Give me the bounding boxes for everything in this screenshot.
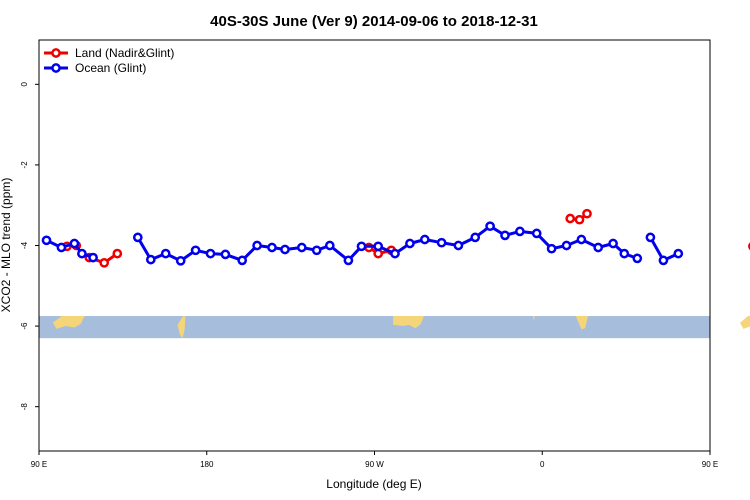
data-point	[252, 240, 262, 251]
legend-marker	[51, 48, 61, 58]
x-axis: 90 E 180 90 W 0 90 E	[31, 451, 718, 469]
data-point	[190, 245, 201, 256]
chart-title: 40S-30S June (Ver 9) 2014-09-06 to 2018-…	[210, 13, 538, 30]
y-axis: 0 -2 -4 -6 -8	[20, 82, 39, 411]
data-point	[280, 244, 290, 255]
data-point	[436, 237, 447, 248]
x-tick-label: 90 E	[31, 460, 47, 469]
ocean-band	[39, 316, 710, 339]
data-point	[343, 255, 354, 266]
y-tick-label: -2	[20, 161, 29, 169]
y-tick-label: -4	[20, 241, 29, 249]
data-point	[112, 248, 123, 259]
data-point	[405, 238, 415, 249]
data-point	[237, 255, 248, 266]
x-tick-label: 90 W	[365, 460, 384, 469]
data-point	[390, 248, 400, 259]
data-point	[175, 255, 186, 266]
data-point	[132, 232, 143, 243]
legend-label: Ocean (Glint)	[75, 61, 146, 75]
land-shape	[740, 316, 750, 329]
series-layer	[41, 208, 750, 268]
data-point	[546, 243, 557, 254]
data-point	[593, 242, 604, 253]
data-point	[99, 257, 110, 268]
x-tick-label: 90 E	[702, 460, 718, 469]
data-point	[324, 240, 335, 251]
land-shape	[52, 316, 85, 329]
data-point	[561, 240, 572, 251]
continent-map-strip	[39, 316, 750, 339]
data-point	[574, 214, 585, 225]
y-axis-label: XCO2 - MLO trend (ppm)	[0, 178, 13, 313]
data-point	[673, 248, 684, 259]
data-point	[632, 253, 643, 264]
data-point	[470, 232, 481, 243]
y-tick-label: -6	[20, 322, 29, 330]
data-point	[41, 235, 52, 246]
data-point	[311, 245, 322, 256]
y-tick-label: -8	[20, 403, 29, 411]
land-shape	[393, 316, 424, 329]
series-ocean	[41, 221, 684, 266]
data-point	[565, 213, 576, 224]
data-point	[77, 248, 87, 259]
data-point	[582, 208, 592, 219]
land-shape	[532, 316, 535, 321]
data-point	[500, 230, 510, 241]
x-tick-label: 180	[200, 460, 214, 469]
land-shape	[177, 316, 186, 339]
data-point	[88, 252, 98, 263]
data-point	[658, 255, 669, 266]
legend: Land (Nadir&Glint)Ocean (Glint)	[44, 46, 174, 75]
data-point	[356, 241, 367, 252]
data-point	[645, 232, 656, 243]
data-point	[296, 242, 307, 253]
data-point	[531, 228, 542, 239]
series-line	[136, 224, 638, 263]
data-point	[576, 234, 587, 245]
legend-marker	[51, 63, 61, 73]
land-shape	[575, 316, 589, 330]
x-axis-label: Longitude (deg E)	[326, 477, 421, 491]
data-point	[619, 248, 630, 259]
data-point	[205, 248, 216, 259]
data-point	[515, 226, 525, 237]
data-point	[608, 238, 618, 249]
data-point	[145, 254, 156, 265]
data-point	[485, 221, 495, 232]
legend-label: Land (Nadir&Glint)	[75, 46, 174, 60]
data-point	[373, 241, 384, 252]
data-point	[453, 240, 464, 251]
data-point	[419, 234, 430, 245]
data-point	[69, 238, 80, 249]
data-point	[160, 248, 171, 259]
data-point	[220, 249, 231, 260]
data-point	[267, 242, 277, 253]
x-tick-label: 0	[540, 460, 545, 469]
y-tick-label: 0	[20, 82, 29, 87]
data-point	[56, 242, 67, 253]
